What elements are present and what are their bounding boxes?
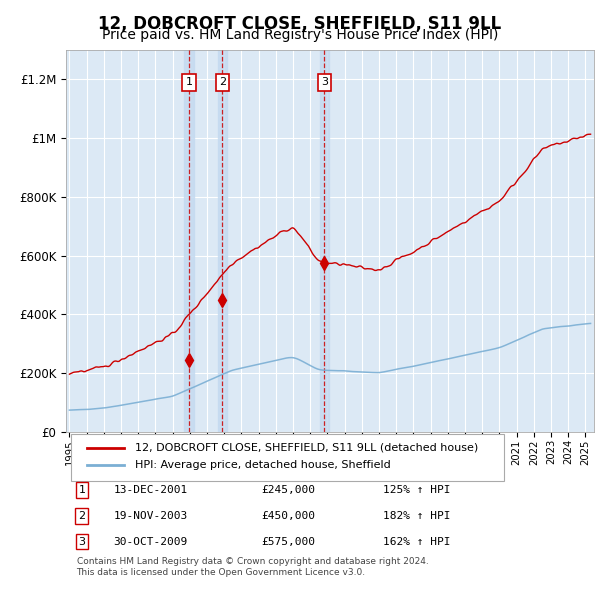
Text: £575,000: £575,000: [262, 536, 316, 546]
Text: HPI: Average price, detached house, Sheffield: HPI: Average price, detached house, Shef…: [134, 460, 391, 470]
Text: 125% ↑ HPI: 125% ↑ HPI: [383, 485, 450, 495]
Bar: [184, 50, 194, 431]
Bar: [320, 50, 329, 431]
Text: 12, DOBCROFT CLOSE, SHEFFIELD, S11 9LL (detached house): 12, DOBCROFT CLOSE, SHEFFIELD, S11 9LL (…: [134, 442, 478, 453]
Text: 1: 1: [79, 485, 85, 495]
Text: 2: 2: [78, 511, 85, 521]
Text: 12, DOBCROFT CLOSE, SHEFFIELD, S11 9LL: 12, DOBCROFT CLOSE, SHEFFIELD, S11 9LL: [98, 15, 502, 33]
Text: 13-DEC-2001: 13-DEC-2001: [113, 485, 188, 495]
Text: 182% ↑ HPI: 182% ↑ HPI: [383, 511, 450, 521]
Text: 162% ↑ HPI: 162% ↑ HPI: [383, 536, 450, 546]
Text: 1: 1: [185, 77, 193, 87]
Text: £450,000: £450,000: [262, 511, 316, 521]
Text: Price paid vs. HM Land Registry's House Price Index (HPI): Price paid vs. HM Land Registry's House …: [102, 28, 498, 42]
Text: 19-NOV-2003: 19-NOV-2003: [113, 511, 188, 521]
Bar: [218, 50, 227, 431]
FancyBboxPatch shape: [71, 434, 504, 481]
Text: 3: 3: [321, 77, 328, 87]
Text: £245,000: £245,000: [262, 485, 316, 495]
Text: 3: 3: [79, 536, 85, 546]
Text: 30-OCT-2009: 30-OCT-2009: [113, 536, 188, 546]
Text: This data is licensed under the Open Government Licence v3.0.: This data is licensed under the Open Gov…: [77, 568, 365, 577]
Text: 2: 2: [219, 77, 226, 87]
Text: Contains HM Land Registry data © Crown copyright and database right 2024.: Contains HM Land Registry data © Crown c…: [77, 556, 428, 566]
